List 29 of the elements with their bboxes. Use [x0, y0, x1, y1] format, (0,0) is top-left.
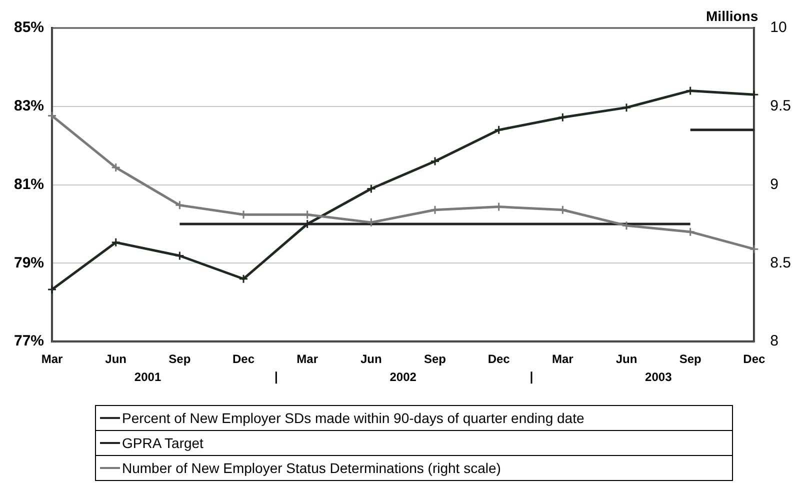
y2-tick-label: 9 [770, 176, 778, 193]
x-tick-label: Jun [360, 352, 382, 366]
x-tick-label: Sep [679, 352, 702, 366]
y2-tick-label: 8.5 [770, 254, 792, 272]
y2-tick-label: 8 [770, 332, 778, 350]
text: 2001 [134, 370, 162, 384]
y-tick-label: 83% [14, 98, 44, 115]
x-tick-label: Mar [41, 352, 64, 366]
x-tick-label: Jun [105, 352, 127, 366]
x-tick-label: Dec [232, 352, 255, 366]
text: 2003 [645, 370, 672, 384]
y2-axis-title: Millions [706, 8, 758, 24]
x-tick-label: Sep [424, 352, 446, 366]
legend-label: Percent of New Employer SDs made within 90-days of quarter ending date [122, 410, 584, 426]
y-tick-label: 81% [14, 176, 44, 193]
x-tick-label: Dec [488, 352, 510, 366]
y-tick-label: 77% [14, 332, 44, 350]
y-tick-label: 85% [14, 19, 44, 36]
legend-label: Number of New Employer Status Determinations (right scale) [122, 460, 501, 476]
x-tick-label: Sep [168, 352, 191, 366]
x-tick-label: Jun [616, 352, 638, 366]
legend-label: GPRA Target [122, 435, 204, 451]
x-tick-label: Dec [743, 352, 766, 366]
text: 2002 [390, 370, 417, 384]
y-tick-label: 79% [14, 254, 44, 272]
x-tick-label: Mar [552, 352, 574, 366]
x-tick-label: Mar [296, 352, 318, 366]
y2-tick-label: 9.5 [770, 98, 792, 115]
y2-tick-label: 10 [770, 19, 787, 36]
